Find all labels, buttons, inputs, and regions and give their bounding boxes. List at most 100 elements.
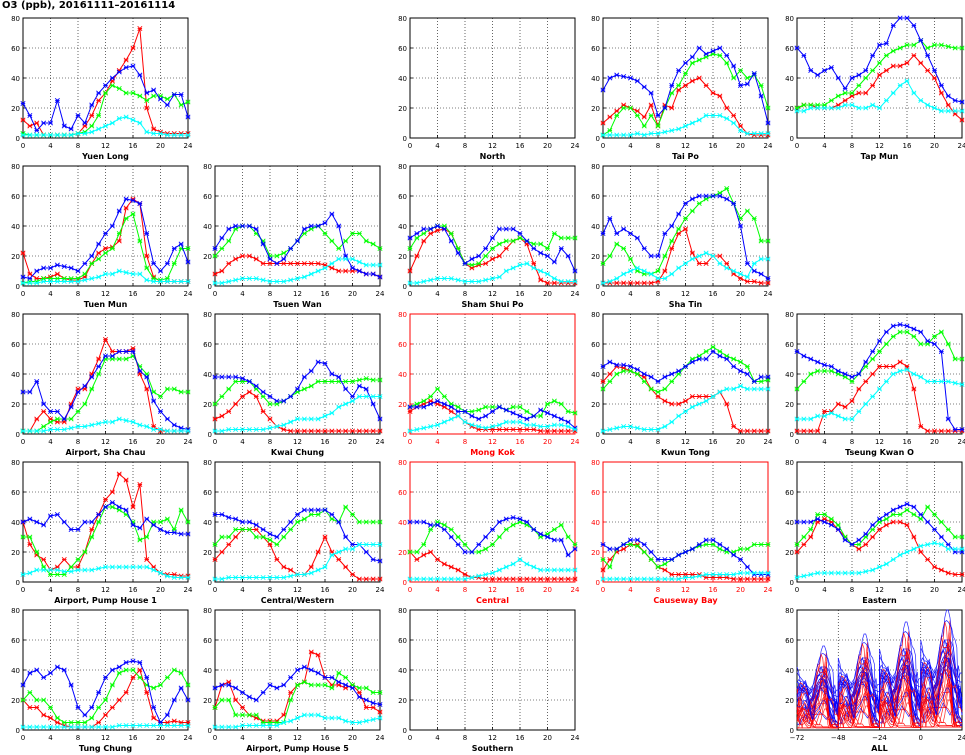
data-point bbox=[765, 130, 771, 137]
data-point bbox=[151, 130, 157, 137]
data-point bbox=[876, 105, 883, 111]
data-point bbox=[496, 226, 502, 232]
data-point bbox=[621, 362, 627, 368]
data-point bbox=[952, 534, 958, 540]
data-point bbox=[130, 674, 136, 681]
data-point bbox=[758, 570, 764, 576]
data-point bbox=[434, 422, 441, 428]
data-point bbox=[123, 196, 129, 202]
x-tick-label: −24 bbox=[872, 734, 887, 742]
data-point bbox=[363, 375, 369, 382]
data-point bbox=[897, 368, 903, 374]
data-point bbox=[329, 371, 335, 377]
panel-title: Tuen Mun bbox=[84, 300, 128, 309]
data-point bbox=[102, 336, 109, 343]
data-point bbox=[20, 682, 26, 688]
data-point bbox=[648, 112, 654, 119]
x-tick-label: 12 bbox=[101, 586, 110, 594]
data-point bbox=[130, 90, 136, 96]
data-point bbox=[538, 407, 544, 413]
data-point bbox=[109, 489, 115, 495]
data-point bbox=[496, 567, 502, 573]
data-point bbox=[75, 556, 81, 563]
data-point bbox=[212, 280, 218, 286]
x-tick-label: 16 bbox=[129, 438, 138, 446]
data-point bbox=[428, 576, 434, 582]
data-point bbox=[407, 404, 413, 410]
data-point bbox=[82, 401, 88, 407]
data-point bbox=[164, 712, 170, 718]
data-point bbox=[938, 82, 944, 89]
data-point bbox=[835, 522, 841, 528]
data-point bbox=[144, 230, 150, 237]
data-point bbox=[102, 564, 109, 570]
data-point bbox=[102, 697, 109, 703]
data-point bbox=[315, 223, 321, 229]
data-point bbox=[171, 722, 177, 729]
data-point bbox=[828, 97, 834, 104]
x-tick-label: 0 bbox=[21, 142, 25, 150]
data-point bbox=[164, 260, 170, 267]
data-point bbox=[558, 422, 564, 428]
data-point bbox=[925, 519, 931, 525]
panel-title: Eastern bbox=[862, 596, 897, 605]
data-point bbox=[904, 507, 910, 513]
data-point bbox=[61, 667, 67, 673]
data-point bbox=[68, 404, 74, 410]
data-point bbox=[925, 541, 931, 548]
data-point bbox=[315, 549, 321, 555]
data-point bbox=[377, 558, 383, 564]
data-point bbox=[54, 271, 60, 277]
data-point bbox=[281, 719, 287, 726]
data-point bbox=[849, 570, 855, 576]
data-point bbox=[842, 97, 848, 104]
data-point bbox=[102, 250, 109, 256]
data-point bbox=[496, 534, 502, 540]
data-point bbox=[849, 90, 855, 96]
x-tick-label: 12 bbox=[101, 438, 110, 446]
data-point bbox=[531, 265, 537, 271]
x-tick-label: 16 bbox=[516, 142, 525, 150]
data-point bbox=[607, 253, 613, 259]
data-point bbox=[102, 419, 109, 425]
series-line bbox=[23, 351, 189, 430]
data-point bbox=[462, 278, 468, 285]
data-point bbox=[724, 386, 730, 392]
data-point bbox=[233, 526, 239, 533]
data-point bbox=[821, 570, 828, 576]
data-point bbox=[801, 541, 807, 548]
y-tick-label: 40 bbox=[11, 519, 20, 527]
x-tick-label: 8 bbox=[76, 290, 80, 298]
data-point bbox=[496, 253, 502, 259]
data-point bbox=[689, 208, 695, 214]
data-point bbox=[349, 685, 356, 691]
data-point bbox=[676, 265, 682, 271]
data-point bbox=[246, 712, 252, 718]
data-point bbox=[696, 117, 702, 123]
data-point bbox=[164, 722, 170, 729]
data-point bbox=[856, 82, 862, 89]
data-point bbox=[676, 226, 682, 232]
data-point bbox=[171, 245, 177, 252]
data-point bbox=[68, 278, 74, 285]
data-point bbox=[689, 54, 695, 60]
data-point bbox=[737, 359, 744, 365]
data-point bbox=[856, 546, 862, 552]
data-point bbox=[89, 275, 95, 282]
data-point bbox=[356, 428, 362, 434]
x-tick-label: 0 bbox=[601, 290, 605, 298]
data-point bbox=[904, 549, 910, 555]
data-point bbox=[842, 102, 848, 108]
data-point bbox=[274, 722, 280, 729]
data-point bbox=[336, 245, 342, 252]
data-point bbox=[676, 576, 682, 582]
data-point bbox=[157, 682, 164, 688]
data-point bbox=[870, 393, 876, 400]
data-point bbox=[863, 67, 869, 74]
data-point bbox=[288, 519, 294, 525]
data-point bbox=[47, 426, 54, 433]
series-line bbox=[410, 400, 576, 429]
data-point bbox=[281, 422, 287, 428]
data-point bbox=[144, 97, 150, 104]
data-point bbox=[931, 333, 938, 340]
